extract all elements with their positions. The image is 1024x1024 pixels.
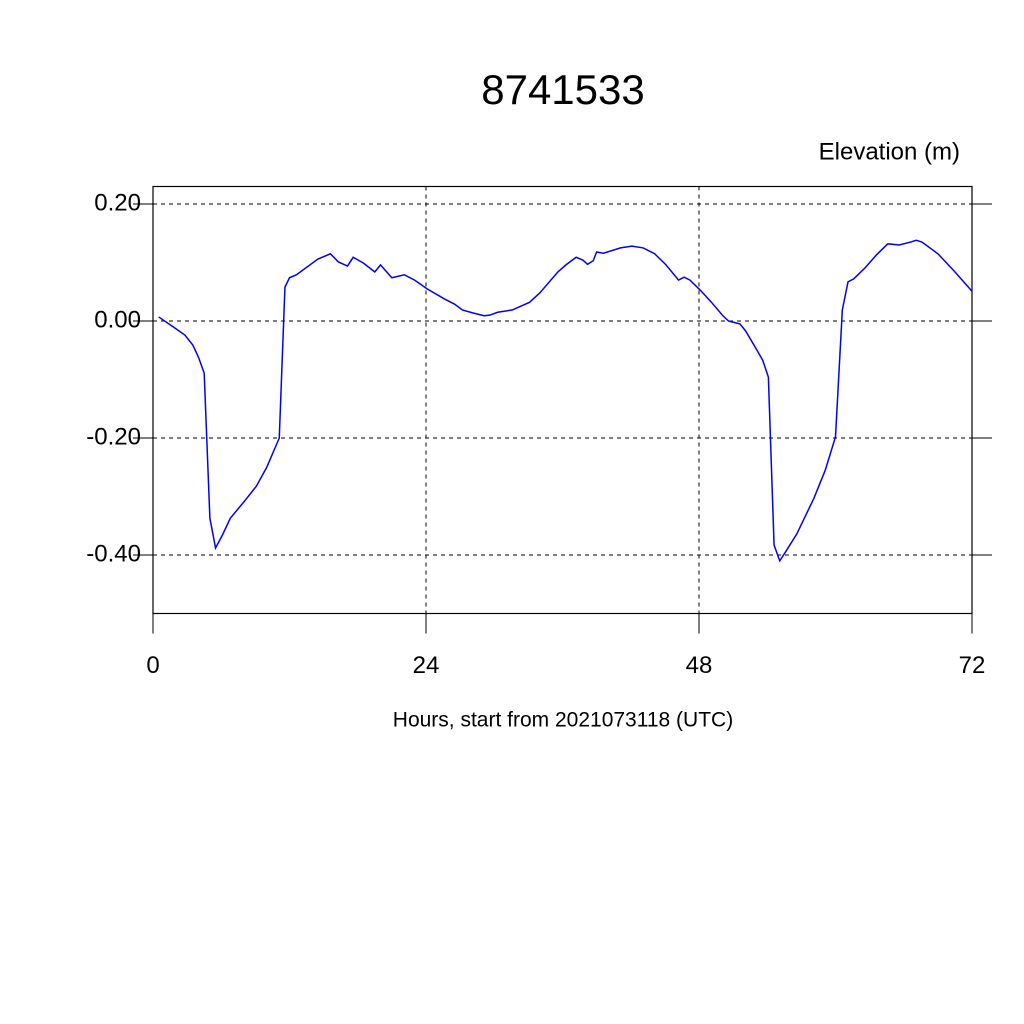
x-tick-label: 0 [146, 652, 159, 679]
x-axis-label: Hours, start from 2021073118 (UTC) [393, 709, 733, 732]
x-tick-label: 72 [959, 652, 986, 679]
y-axis-label: Elevation (m) [819, 138, 960, 165]
y-tick-label: -0.20 [86, 423, 141, 450]
y-tick-label: -0.40 [86, 540, 141, 567]
x-tick-label: 48 [686, 652, 713, 679]
y-tick-label: 0.20 [94, 189, 141, 216]
y-tick-label: 0.00 [94, 306, 141, 333]
data-line [158, 239, 973, 563]
x-tick-label: 24 [413, 652, 440, 679]
plot-frame [152, 185, 973, 615]
chart-title: 8741533 [481, 66, 645, 113]
